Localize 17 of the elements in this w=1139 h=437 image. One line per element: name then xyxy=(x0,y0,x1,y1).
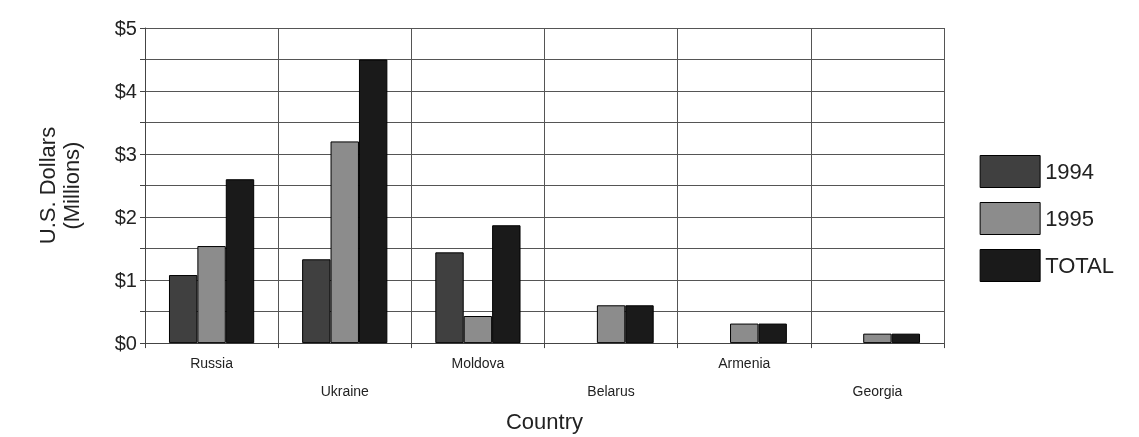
legend-label: 1995 xyxy=(1045,206,1095,231)
legend-label: 1994 xyxy=(1045,159,1095,184)
x-tick-label: Russia xyxy=(190,355,234,372)
y-tick-label: $2 xyxy=(114,206,137,229)
y-tick-label: $3 xyxy=(114,143,137,166)
x-tick-label: Armenia xyxy=(718,355,771,372)
y-tick-label: $0 xyxy=(114,332,137,355)
x-axis-title: Country xyxy=(505,408,584,434)
y-tick-label: $1 xyxy=(114,269,137,292)
x-tick-label: Ukraine xyxy=(320,383,370,400)
x-tick-label: Belarus xyxy=(587,383,635,400)
y-axis-title: U.S. Dollars (Millions) xyxy=(34,126,84,245)
x-tick-label: Georgia xyxy=(852,383,903,400)
x-tick-label: Moldova xyxy=(451,355,505,372)
y-tick-label: $4 xyxy=(114,80,137,103)
y-tick-label: $5 xyxy=(114,17,137,39)
legend-label: TOTAL xyxy=(1045,253,1115,278)
